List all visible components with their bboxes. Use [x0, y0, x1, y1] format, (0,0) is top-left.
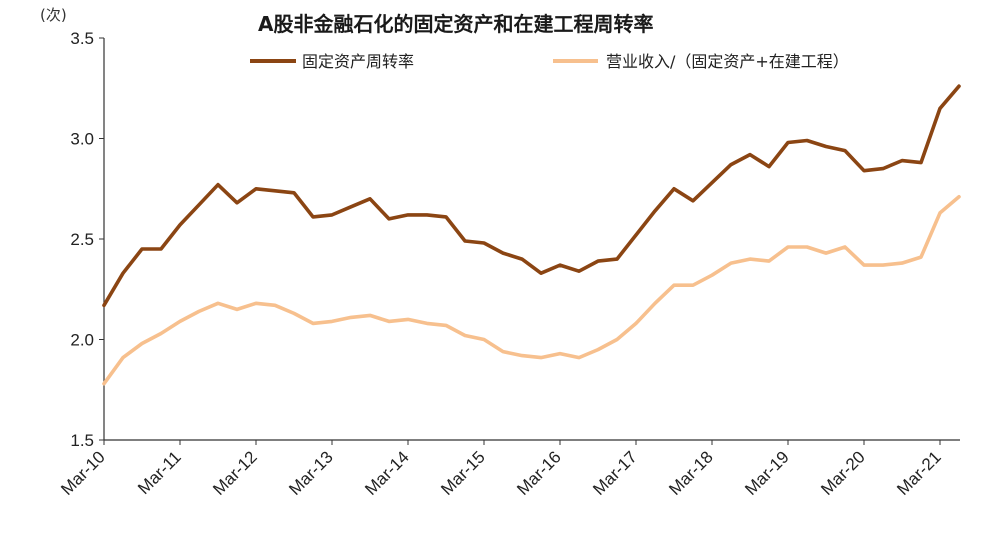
- chart-title: A股非金融石化的固定资产和在建工程周转率: [258, 12, 654, 36]
- x-tick-label: Mar-18: [665, 447, 717, 499]
- x-tick-label: Mar-16: [513, 447, 565, 499]
- y-tick-label: 2.0: [70, 331, 94, 350]
- x-tick-label: Mar-13: [285, 447, 337, 499]
- legend: 固定资产周转率 营业收入/（固定资产+在建工程）: [250, 52, 849, 71]
- x-tick-label: Mar-17: [589, 447, 641, 499]
- x-tick-label: Mar-19: [741, 447, 793, 499]
- axes: 1.5 2.0 2.5 3.0 3.5 Mar-10 Mar-11 Mar-12 Mar-13 M…: [57, 29, 960, 499]
- y-tick-label: 3.0: [70, 130, 94, 149]
- y-tick-label: 2.5: [70, 230, 94, 249]
- series-line-2: [102, 195, 961, 386]
- x-tick-label: Mar-14: [361, 447, 413, 499]
- legend-label-series-2: 营业收入/（固定资产+在建工程）: [606, 52, 849, 71]
- x-tick-label: Mar-20: [817, 447, 869, 499]
- series-line-1: [102, 84, 961, 308]
- x-tick-label: Mar-21: [893, 447, 945, 499]
- x-tick-label: Mar-11: [134, 447, 185, 498]
- x-tick-label: Mar-15: [437, 447, 489, 499]
- series-group: [102, 84, 961, 386]
- x-tick-label: Mar-10: [57, 447, 109, 499]
- x-tick-label: Mar-12: [209, 447, 261, 499]
- y-tick-label: 3.5: [70, 29, 94, 48]
- y-unit-label: (次): [40, 6, 67, 24]
- legend-label-series-1: 固定资产周转率: [302, 52, 414, 71]
- y-tick-label: 1.5: [70, 431, 94, 450]
